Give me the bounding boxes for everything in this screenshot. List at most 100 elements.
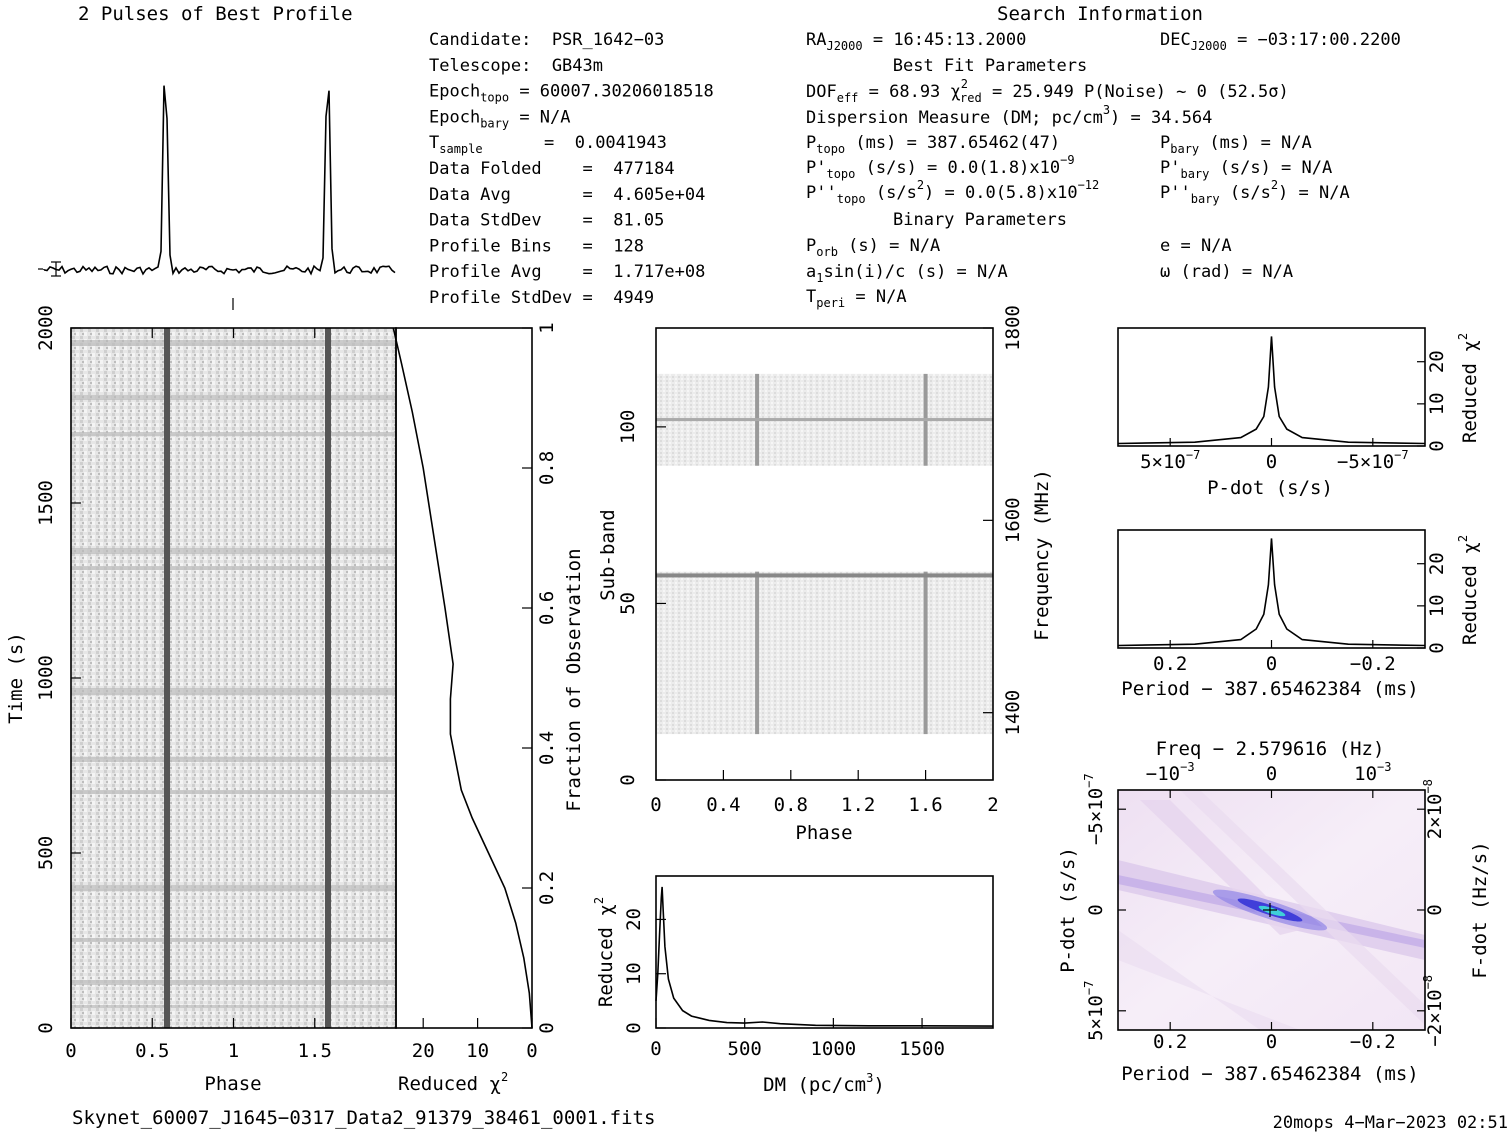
subband-xtick-label: 1.6: [908, 794, 942, 816]
subband-pulse: [923, 571, 928, 735]
dm-xtick-label: 1500: [899, 1038, 945, 1060]
timestamp: 20mops 4−Mar−2023 02:51: [1273, 1113, 1508, 1133]
ppdot-title: Freq − 2.579616 (Hz): [1156, 738, 1385, 760]
time-chi2-ytick-label: 0.2: [536, 871, 558, 905]
search-info: Search Information Candidate: PSR_1642−0…: [429, 3, 1401, 310]
pdot-xticks: 5×10−7 0 −5×10−7: [1140, 438, 1409, 473]
pdot-line: [1117, 336, 1426, 445]
candidate-info-row: Epochbary = N/A: [429, 107, 571, 130]
ppdot-fdot-ticks: 2×10−8 0 −2×10−8: [1417, 779, 1446, 1047]
pdot-yticks: 0 10 20: [1417, 350, 1448, 452]
candidate-info-row: Profile Bins = 128: [429, 236, 644, 256]
time-chi2-line: [392, 327, 533, 1029]
time-phase-xticks: 0 0.5 1 1.5: [65, 328, 332, 1062]
profile-errorbar: [38, 261, 61, 277]
time-phase-pulse-1: [164, 328, 170, 1028]
ppdot-ylabel: P-dot (s/s): [1057, 847, 1079, 973]
time-phase-stripe: [71, 1005, 396, 1008]
filename: Skynet_60007_J1645−0317_Data2_91379_3846…: [72, 1107, 655, 1129]
profile-title: 2 Pulses of Best Profile: [78, 3, 353, 25]
subband-freq-tick-label: 1800: [1002, 305, 1024, 351]
pdot-xtick-label: 0: [1266, 451, 1277, 473]
ppdot-fdot-label: F-dot (Hz/s): [1469, 841, 1491, 978]
time-phase-stripe: [71, 395, 396, 400]
time-chi2-xtick-label: 20: [412, 1040, 435, 1062]
time-phase-stripe: [71, 566, 396, 570]
subband-freq-ticks: 1400 1600 1800: [983, 305, 1024, 736]
time-chi2-ytick-label: 0.6: [536, 591, 558, 625]
subband-ylabel: Sub-band: [597, 509, 619, 601]
ppdot-xtick-label: 0.2: [1153, 1031, 1187, 1053]
dm-line: [655, 886, 994, 1027]
time-phase-xtick-label: 1.5: [298, 1040, 332, 1062]
period-xtick-label: 0.2: [1153, 653, 1187, 675]
ppdot-fdot-tick-label: 0: [1424, 904, 1446, 915]
candidate-info-row: Data StdDev = 81.05: [429, 211, 664, 231]
time-phase-ytick-label: 1500: [35, 480, 57, 526]
a1-line: a1sin(i)/c (s) = N/A: [806, 262, 1008, 285]
subband-ytick-label: 100: [617, 410, 639, 444]
ppdot-xticks: 0.2 0 −0.2: [1153, 1022, 1396, 1053]
time-chi2-yticks: 0 0.2 0.4 0.6 0.8 1: [522, 322, 558, 1034]
pdot-xtick-label: −5×10−7: [1337, 448, 1409, 473]
candidate-info-row: Telescope: GB43m: [429, 56, 603, 76]
subband-xticks: 0 0.4 0.8 1.2 1.6 2: [650, 770, 999, 816]
pdot-topo-line: P'topo (s/s) = 0.0(1.8)x10−9: [806, 153, 1075, 181]
porb-line: Porb (s) = N/A: [806, 236, 940, 259]
time-phase-stripe: [71, 980, 396, 985]
subband-rfi-row: [656, 418, 993, 422]
pdot-xtick-label: 5×10−7: [1140, 448, 1200, 473]
subband-pulse: [755, 571, 760, 735]
subband-xtick-label: 0.8: [774, 794, 808, 816]
time-phase-xtick-label: 0.5: [135, 1040, 169, 1062]
subband-band-1: [656, 571, 993, 735]
candidate-info-row: Tsample = 0.0041943: [429, 133, 667, 156]
period-xtick-label: 0: [1266, 653, 1277, 675]
subband-panel: 0 0.4 0.8 1.2 1.6 2 0 50 100 1400 1600 1800 Phase…: [597, 305, 1053, 844]
pdot-ytick-label: 0: [1426, 440, 1448, 451]
time-phase-ytick-label: 2000: [35, 305, 57, 351]
dm-info-line: Dispersion Measure (DM; pc/cm3) = 34.564: [806, 103, 1212, 128]
time-phase-ytick-label: 500: [35, 836, 57, 870]
time-phase-yticks: 0 500 1000 1500 2000: [35, 305, 81, 1034]
profile-panel: 2 Pulses of Best Profile: [38, 3, 396, 310]
time-chi2-frame: [395, 327, 533, 1029]
subband-xlabel: Phase: [795, 822, 852, 844]
dm-xlabel: DM (pc/cm3): [763, 1071, 885, 1096]
dm-yticks: 0 10 20: [623, 908, 666, 1034]
dec-line: DECJ2000 = −03:17:00.2200: [1160, 30, 1401, 53]
ppdot-yticks: −5×10−7 0 5×10−7: [1082, 773, 1126, 1041]
time-chi2-panel: 20 10 0 0 0.2 0.4 0.6 0.8 1 Reduced χ2 Fraction…: [392, 322, 585, 1095]
period-ytick-label: 20: [1426, 552, 1448, 575]
dm-xtick-label: 1000: [810, 1038, 856, 1060]
ppdot-best-marker: [1263, 903, 1277, 917]
period-xtick-label: −0.2: [1350, 653, 1396, 675]
period-panel: 0.2 0 −0.2 0 10 20 Period − 387.65462384 (ms…: [1117, 529, 1481, 700]
time-phase-ytick-label: 0: [35, 1022, 57, 1033]
dm-ytick-label: 10: [623, 962, 645, 985]
ppdot-top-tick-label: 0: [1266, 763, 1277, 785]
candidate-info-row: Profile Avg = 1.717e+08: [429, 262, 705, 282]
candidate-info: Candidate: PSR_1642−03 Telescope: GB43m Ep…: [429, 30, 714, 308]
profile-line: [43, 85, 396, 276]
ppdot-top-tick-label: 10−3: [1354, 760, 1391, 785]
ppdot-top-ticks: −10−3 0 10−3: [1146, 760, 1391, 798]
candidate-info-row: Profile StdDev = 4949: [429, 288, 654, 308]
subband-ytick-label: 50: [617, 592, 639, 615]
dm-xtick-label: 0: [650, 1038, 661, 1060]
time-phase-xtick-label: 1: [228, 1040, 239, 1062]
subband-xtick-label: 2: [987, 794, 998, 816]
subband-freq-tick-label: 1400: [1002, 690, 1024, 736]
period-ytick-label: 10: [1426, 594, 1448, 617]
time-phase-stripe: [71, 790, 396, 794]
dm-xtick-label: 500: [728, 1038, 762, 1060]
dof-line: DOFeff = 68.93 χ2 red = 25.949 P(Noise) ~…: [806, 77, 1289, 105]
best-fit-title: Best Fit Parameters: [893, 56, 1087, 76]
time-phase-ylabel: Time (s): [5, 632, 27, 724]
time-chi2-xticks: 20 10 0: [412, 1018, 538, 1062]
time-chi2-ytick-label: 0.4: [536, 731, 558, 765]
subband-freq-tick-label: 1600: [1002, 497, 1024, 543]
period-line: [1117, 538, 1426, 647]
time-phase-xtick-label: 0: [65, 1040, 76, 1062]
